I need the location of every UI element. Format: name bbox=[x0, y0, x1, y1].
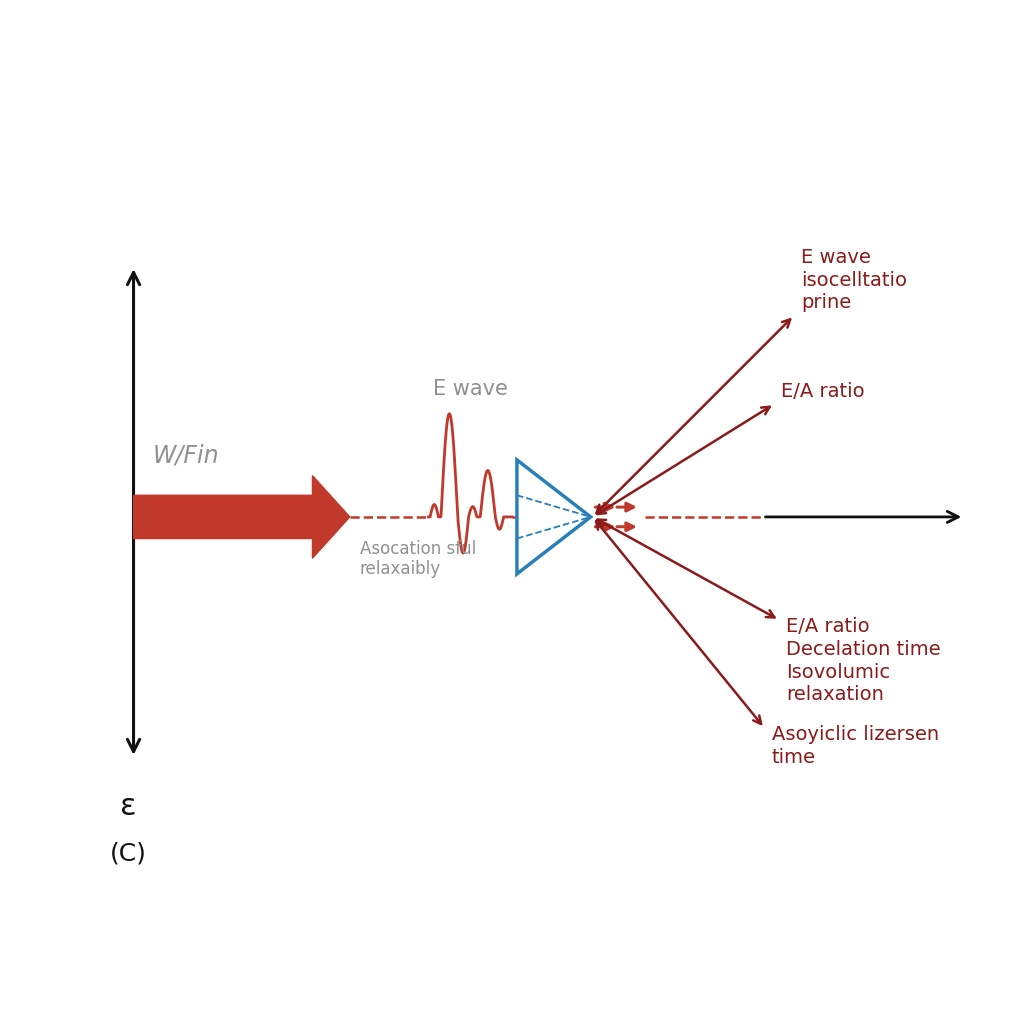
Polygon shape bbox=[133, 475, 350, 558]
Text: E wave
isocelltatio
prine: E wave isocelltatio prine bbox=[801, 248, 907, 312]
Text: Asoyiclic lizersen
time: Asoyiclic lizersen time bbox=[771, 725, 939, 767]
Text: W/Fin: W/Fin bbox=[154, 443, 220, 468]
Text: E/A ratio: E/A ratio bbox=[781, 382, 865, 401]
Text: ε: ε bbox=[121, 793, 137, 821]
Text: E wave: E wave bbox=[433, 379, 508, 399]
Text: (C): (C) bbox=[111, 842, 147, 865]
Text: E/A ratio
Decelation time
Isovolumic
relaxation: E/A ratio Decelation time Isovolumic rel… bbox=[786, 617, 941, 705]
Text: Asocation sful
relaxaibly: Asocation sful relaxaibly bbox=[359, 540, 476, 579]
